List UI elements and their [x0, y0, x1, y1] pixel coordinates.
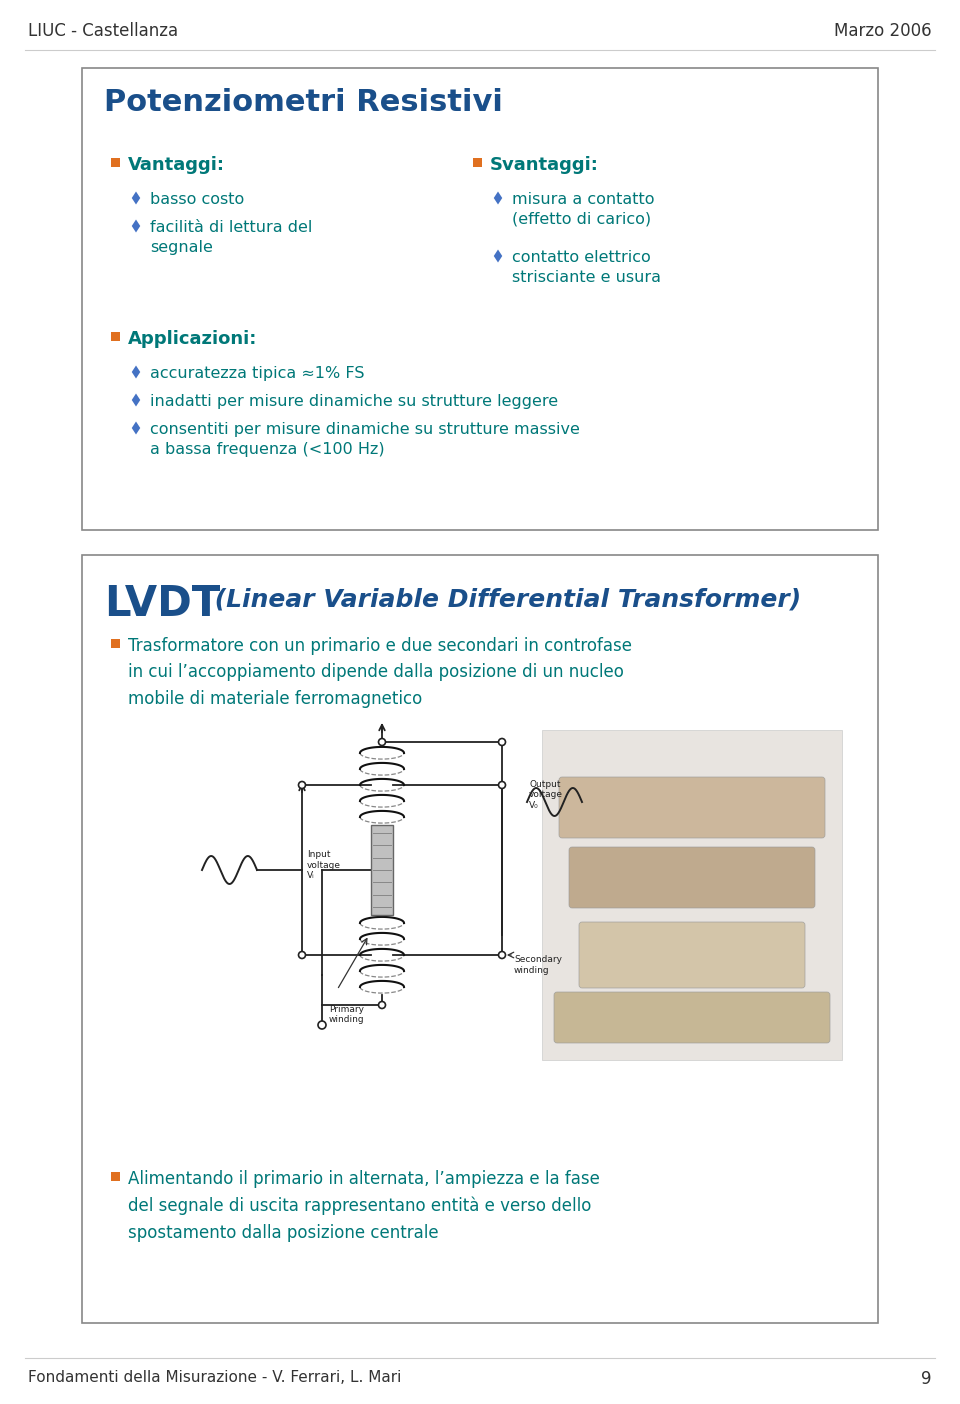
Polygon shape	[132, 421, 140, 434]
FancyBboxPatch shape	[82, 555, 878, 1323]
Polygon shape	[132, 191, 140, 205]
Polygon shape	[493, 250, 502, 263]
Circle shape	[299, 782, 305, 789]
Text: Vantaggi:: Vantaggi:	[128, 156, 225, 174]
Circle shape	[498, 739, 506, 746]
Text: Output
voltage
V₀: Output voltage V₀	[529, 781, 563, 810]
FancyBboxPatch shape	[472, 159, 482, 167]
Text: consentiti per misure dinamiche su strutture massive
a bassa frequenza (<100 Hz): consentiti per misure dinamiche su strut…	[150, 423, 580, 456]
Text: Trasformatore con un primario e due secondari in controfase
in cui l’accoppiamen: Trasformatore con un primario e due seco…	[128, 637, 632, 708]
Text: contatto elettrico
strisciante e usura: contatto elettrico strisciante e usura	[512, 250, 661, 285]
FancyBboxPatch shape	[579, 922, 805, 988]
Polygon shape	[132, 365, 140, 379]
FancyBboxPatch shape	[110, 1172, 119, 1181]
Text: 9: 9	[922, 1370, 932, 1389]
Text: Applicazioni:: Applicazioni:	[128, 330, 257, 348]
Text: LVDT: LVDT	[104, 583, 220, 625]
Text: facilità di lettura del
segnale: facilità di lettura del segnale	[150, 220, 312, 254]
Text: Svantaggi:: Svantaggi:	[490, 156, 599, 174]
Circle shape	[498, 782, 506, 789]
FancyBboxPatch shape	[569, 847, 815, 908]
Text: Input
voltage
Vᵢ: Input voltage Vᵢ	[307, 849, 341, 880]
Circle shape	[498, 952, 506, 959]
FancyBboxPatch shape	[110, 331, 119, 341]
Circle shape	[378, 739, 386, 746]
Text: accuratezza tipica ≈1% FS: accuratezza tipica ≈1% FS	[150, 366, 365, 380]
Polygon shape	[132, 219, 140, 233]
Text: misura a contatto
(effetto di carico): misura a contatto (effetto di carico)	[512, 192, 655, 227]
Circle shape	[299, 952, 305, 959]
FancyBboxPatch shape	[554, 993, 830, 1043]
Circle shape	[318, 1021, 326, 1029]
Text: LIUC - Castellanza: LIUC - Castellanza	[28, 22, 179, 39]
Text: (Linear Variable Differential Transformer): (Linear Variable Differential Transforme…	[206, 587, 802, 611]
Text: Alimentando il primario in alternata, l’ampiezza e la fase
del segnale di uscita: Alimentando il primario in alternata, l’…	[128, 1170, 600, 1241]
Polygon shape	[493, 191, 502, 205]
FancyBboxPatch shape	[559, 776, 825, 838]
Text: Potenziometri Resistivi: Potenziometri Resistivi	[104, 88, 503, 117]
FancyBboxPatch shape	[82, 67, 878, 529]
Text: Secondary
winding: Secondary winding	[514, 955, 562, 974]
FancyBboxPatch shape	[110, 639, 119, 649]
Polygon shape	[132, 393, 140, 407]
Text: Fondamenti della Misurazione - V. Ferrari, L. Mari: Fondamenti della Misurazione - V. Ferrar…	[28, 1370, 401, 1384]
FancyBboxPatch shape	[110, 159, 119, 167]
Text: inadatti per misure dinamiche su strutture leggere: inadatti per misure dinamiche su struttu…	[150, 395, 558, 409]
Circle shape	[378, 1001, 386, 1008]
Bar	[371, 826, 393, 915]
Text: Primary
winding: Primary winding	[328, 1005, 364, 1025]
Text: basso costo: basso costo	[150, 192, 244, 206]
Bar	[542, 730, 842, 1060]
Text: Marzo 2006: Marzo 2006	[834, 22, 932, 39]
